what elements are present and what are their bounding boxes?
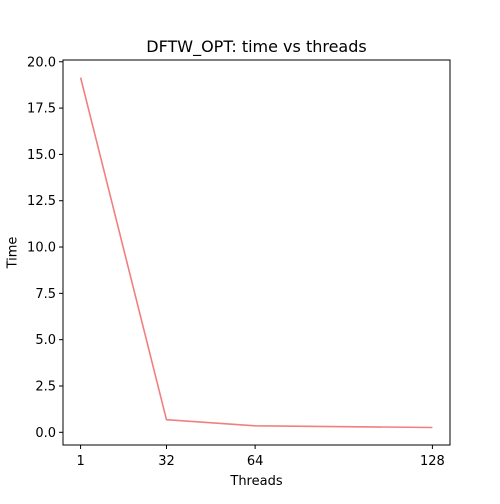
x-tick-label: 128 — [420, 454, 445, 469]
x-tick-label: 32 — [158, 454, 175, 469]
x-tick-label: 64 — [247, 454, 264, 469]
y-tick-label: 10.0 — [27, 241, 56, 256]
y-tick-label: 2.5 — [35, 379, 56, 394]
x-tick-label: 1 — [76, 454, 84, 469]
y-tick-label: 0.0 — [35, 426, 56, 441]
chart-title: DFTW_OPT: time vs threads — [146, 37, 366, 57]
y-tick-label: 7.5 — [35, 287, 56, 302]
y-tick-label: 20.0 — [27, 55, 56, 70]
x-axis-label: Threads — [229, 474, 282, 489]
y-tick-label: 12.5 — [27, 194, 56, 209]
y-axis-label: Time — [6, 237, 21, 270]
y-tick-label: 17.5 — [27, 102, 56, 117]
y-tick-label: 5.0 — [35, 333, 56, 348]
y-tick-label: 15.0 — [27, 148, 56, 163]
